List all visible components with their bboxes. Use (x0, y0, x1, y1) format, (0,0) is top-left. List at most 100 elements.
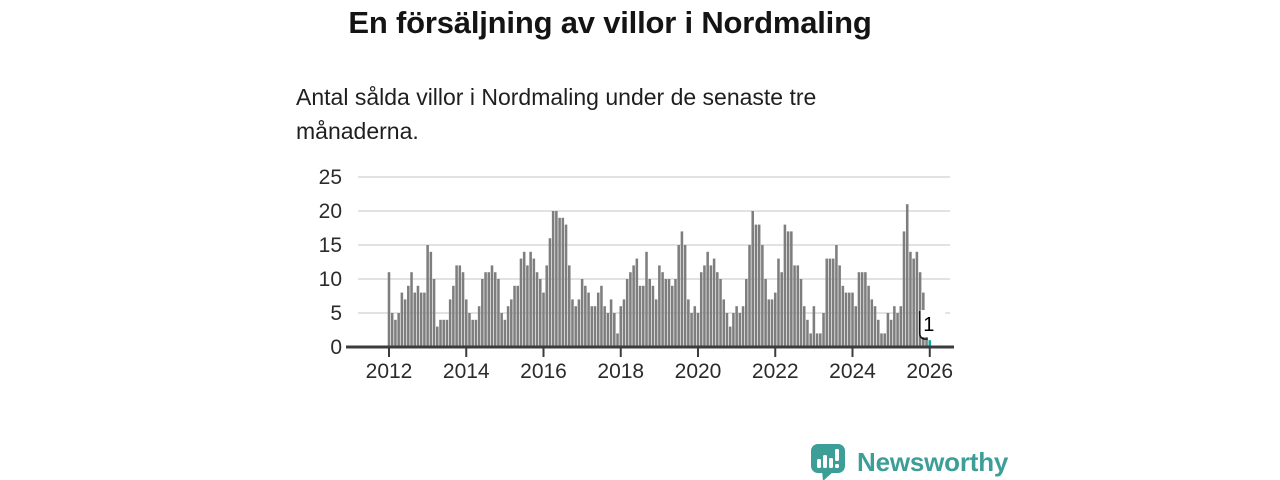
bar (535, 272, 539, 347)
bar (867, 285, 870, 347)
bar (648, 279, 651, 347)
bar (600, 285, 603, 347)
bar (899, 306, 903, 347)
bar (529, 251, 532, 347)
bar (822, 313, 825, 347)
bar (542, 292, 545, 347)
bar (613, 313, 616, 347)
bar (426, 245, 429, 347)
bar (645, 251, 648, 347)
bar (835, 245, 838, 347)
bar (667, 279, 671, 347)
bar (603, 306, 606, 347)
bar (651, 285, 655, 347)
bar (722, 299, 726, 347)
bar (741, 306, 745, 347)
bar (719, 279, 722, 347)
bar (577, 299, 581, 347)
bar (452, 285, 455, 347)
bar (848, 292, 851, 347)
x-axis-label: 2016 (520, 360, 567, 383)
bar (593, 306, 597, 347)
bar (596, 292, 600, 347)
bar (545, 265, 548, 347)
bar (825, 258, 829, 347)
bar (889, 319, 893, 347)
bar (487, 272, 491, 347)
x-axis-label: 2014 (443, 360, 490, 383)
bar-chart: 2012 2014 2016 2018 2020 2022 2024 2026 0 5 10 15 20… (280, 160, 980, 395)
bar (725, 313, 729, 347)
bar (783, 224, 787, 347)
bar (484, 272, 487, 347)
bar (838, 265, 841, 347)
bar (448, 299, 452, 347)
bar (757, 224, 761, 347)
bar (503, 319, 507, 347)
bar (799, 279, 803, 347)
bar (432, 279, 436, 347)
bar (893, 306, 896, 347)
bar (442, 319, 445, 347)
bar (905, 204, 909, 347)
bar (471, 319, 474, 347)
bar (558, 217, 561, 347)
bar (506, 306, 510, 347)
bar (806, 319, 809, 347)
bar (918, 272, 922, 347)
bar (831, 258, 835, 347)
bar (764, 279, 767, 347)
bar (622, 299, 626, 347)
x-axis-label: 2018 (597, 360, 644, 383)
newsworthy-branding: Newsworthy (810, 442, 1008, 480)
bar (860, 272, 864, 347)
bar (481, 279, 484, 347)
bar (439, 319, 442, 347)
bar (677, 245, 680, 347)
bar (654, 299, 658, 347)
y-axis-label: 25 (319, 166, 342, 189)
bar (670, 285, 674, 347)
bar (674, 279, 677, 347)
y-axis-label: 10 (319, 268, 342, 291)
bar (802, 306, 806, 347)
bar (429, 251, 433, 347)
bar (754, 224, 758, 347)
bar (880, 333, 883, 347)
bar (400, 292, 404, 347)
bar (777, 258, 780, 347)
bar (642, 285, 645, 347)
bar (526, 265, 529, 347)
bar (664, 279, 668, 347)
bar (793, 265, 796, 347)
bar (703, 265, 706, 347)
bar (706, 251, 709, 347)
x-axis-label: 2022 (752, 360, 799, 383)
bar (609, 299, 613, 347)
bar (564, 224, 568, 347)
bar (477, 306, 481, 347)
bar (786, 231, 790, 347)
bar (812, 306, 816, 347)
bar (828, 258, 832, 347)
bar (616, 333, 619, 347)
bar (474, 319, 478, 347)
bar (561, 217, 565, 347)
bar (790, 231, 793, 347)
bar (748, 245, 751, 347)
bar (497, 279, 500, 347)
x-axis-label: 2024 (829, 360, 876, 383)
bar (857, 272, 861, 347)
bar (638, 285, 642, 347)
bar (809, 333, 812, 347)
bar (423, 292, 426, 347)
bar (815, 333, 819, 347)
bar (699, 272, 703, 347)
bar (693, 306, 697, 347)
value-annotation-label: 1 (923, 314, 934, 336)
bar (390, 313, 394, 347)
chart-title: En försäljning av villor i Nordmaling (348, 5, 872, 40)
bar (519, 258, 523, 347)
bar (407, 285, 410, 347)
bar (732, 313, 735, 347)
